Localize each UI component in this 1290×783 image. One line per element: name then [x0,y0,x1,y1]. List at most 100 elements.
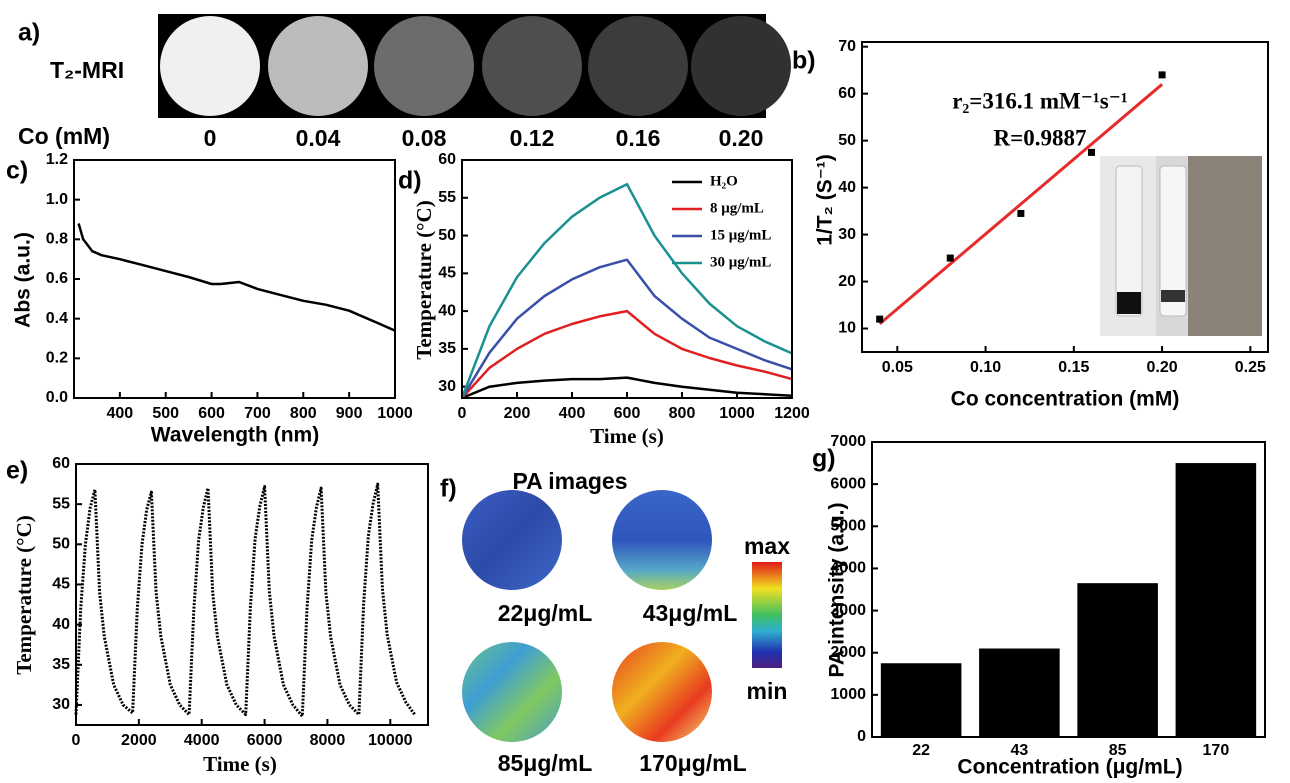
mri-image [160,16,260,116]
y-axis-label: Temperature (°C) [412,200,436,359]
inset-photo [1100,156,1262,336]
x-tick-label: 600 [198,405,225,422]
x-axis-label: Co concentration (mM) [951,388,1180,411]
colorbar [752,562,782,668]
colorbar-max: max [744,533,790,559]
y-tick-label: 3000 [830,602,866,619]
pa-title: PA images [512,468,627,494]
y-tick-label: 30 [838,226,856,243]
x-tick-label: 0 [72,732,81,749]
bar [880,663,962,737]
x-tick-label: 800 [669,405,696,422]
mri-images [160,16,791,116]
pa-image [462,490,562,590]
y-tick-label: 50 [838,132,856,149]
pa-sample-label: 85μg/mL [498,750,593,776]
x-tick-label: 1000 [719,405,755,422]
legend-label: H₂O [710,173,738,189]
x-tick-label: 2000 [121,732,157,749]
concentration-label: 0.08 [402,125,447,151]
y-tick-label: 40 [438,302,456,319]
line [461,309,793,399]
legend-label: 15 μg/mL [710,227,771,243]
concentration-label: 0.16 [616,125,661,151]
y-tick-label: 6000 [830,475,866,492]
x-tick-label: 700 [244,405,271,422]
y-tick-label: 7000 [830,433,866,450]
bar [1175,463,1257,737]
line [461,376,793,400]
plot-frame [871,441,1266,738]
y-tick-label: 4000 [830,560,866,577]
data-point [946,254,954,262]
y-tick-label: 1.2 [46,151,68,168]
y-tick-label: 35 [52,656,70,673]
data-point [1158,71,1166,79]
x-tick-label: 1200 [774,405,810,422]
y-tick-label: 45 [438,265,456,282]
x-axis-label: Time (s) [590,424,664,448]
plot-frame [75,463,429,726]
panel-label: d) [398,167,422,195]
line [77,223,396,332]
x-tick-label: 900 [336,405,363,422]
x-tick-label: 0.25 [1235,359,1266,376]
bar [979,648,1060,737]
y-axis-label: Abs (a.u.) [12,232,35,328]
concentration-label: 0.20 [719,125,764,151]
data-point [1017,209,1025,217]
x-tick-label: 0.20 [1147,359,1178,376]
panel-label: b) [792,47,816,75]
y-tick-label: 0.2 [46,350,68,367]
mri-image [691,16,791,116]
y-tick-label: 60 [52,455,70,472]
x-tick-label: 0.15 [1058,359,1089,376]
y-axis-label: 1/T₂ (S⁻¹) [814,154,837,246]
line [74,482,417,718]
legend-label: 30 μg/mL [710,254,771,270]
mri-image [482,16,582,116]
line [460,258,793,399]
mri-image [268,16,368,116]
concentration-label: 0 [204,125,217,151]
x-tick-label: 85 [1109,742,1127,759]
y-tick-label: 0.8 [46,231,68,248]
y-tick-label: 55 [438,189,456,206]
x-tick-label: 8000 [310,732,346,749]
y-tick-label: 1.0 [46,191,68,208]
plot-frame [861,41,1269,353]
y-tick-label: 0.4 [46,310,68,327]
panel-label: g) [812,445,836,473]
y-tick-label: 0.6 [46,270,68,287]
y-tick-label: 5000 [830,518,866,535]
annotation: R=0.9887 [994,125,1087,150]
x-tick-label: 200 [504,405,531,422]
data-point [1087,148,1095,156]
y-tick-label: 10 [838,320,856,337]
x-tick-label: 170 [1203,742,1230,759]
fit-line [878,83,1164,325]
x-axis-label: Time (s) [203,752,277,776]
data-point [876,315,884,323]
y-tick-label: 70 [838,38,856,55]
colorbar-min: min [747,678,788,704]
y-tick-label: 45 [52,576,70,593]
x-tick-label: 0.05 [882,359,913,376]
x-tick-label: 22 [912,742,930,759]
pa-image [612,642,712,742]
x-axis-label: Concentration (μg/mL) [957,756,1182,778]
x-tick-label: 400 [559,405,586,422]
y-tick-label: 1000 [830,686,866,703]
y-tick-label: 50 [52,536,70,553]
y-tick-label: 55 [52,495,70,512]
pa-image [462,642,562,742]
y-tick-label: 60 [438,151,456,168]
y-axis-label: PA intensity (a.u.) [826,502,849,677]
plot-frame [461,159,793,399]
y-tick-label: 2000 [830,644,866,661]
plot-frame [73,159,396,399]
y-tick-label: 30 [438,378,456,395]
pa-sample-label: 170μg/mL [639,750,746,776]
concentration-label: 0.04 [296,125,341,151]
